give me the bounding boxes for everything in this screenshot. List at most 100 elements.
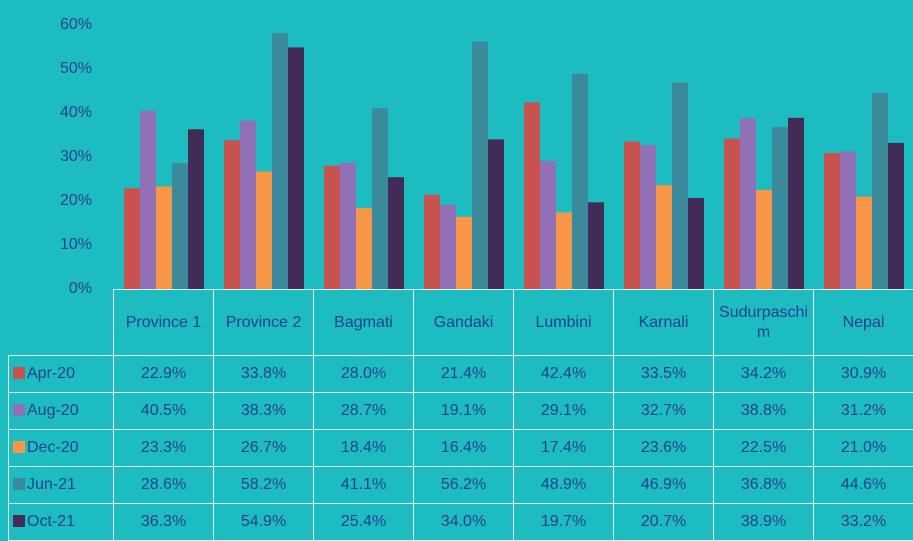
value-cell: 48.9%: [513, 466, 614, 504]
bar: [472, 41, 488, 289]
header-row: Province 1 Province 2 Bagmati Gandaki Lumbin…: [9, 289, 913, 356]
value-cell: 31.2%: [813, 392, 913, 430]
value-cell: 54.9%: [213, 503, 314, 541]
value-cell: 22.5%: [713, 429, 814, 467]
category-label: Gandaki: [433, 313, 494, 331]
value-cell: 46.9%: [613, 466, 714, 504]
value-cell: 21.0%: [813, 429, 913, 467]
value-cell: 19.7%: [513, 503, 614, 541]
bar: [356, 208, 372, 289]
value-cell: 33.5%: [613, 355, 714, 393]
value-cell: 19.1%: [413, 392, 514, 430]
table-row: Dec-20 23.3% 26.7% 18.4% 16.4% 17.4% 23.6% 22.5…: [8, 429, 913, 467]
category-label: Lumbini: [535, 313, 592, 331]
legend-label: Oct-21: [27, 513, 76, 530]
category-label: Karnali: [638, 313, 689, 331]
table-row: Jun-21 28.6% 58.2% 41.1% 56.2% 48.9% 46.9% 36.8…: [8, 466, 913, 504]
table-row: Apr-20 22.9% 33.8% 28.0% 21.4% 42.4% 33.5% 34.2…: [8, 355, 913, 393]
legend-label: Jun-21: [27, 476, 76, 493]
bar: [288, 47, 304, 289]
value-cell: 28.7%: [313, 392, 414, 430]
bar: [740, 118, 756, 289]
legend-swatch: [13, 478, 25, 490]
bar: [524, 102, 540, 289]
header-cell: Sudurpaschim: [713, 289, 814, 356]
header-cell: Province 1: [113, 289, 214, 356]
bar: [424, 194, 440, 289]
y-tick-label: 40%: [60, 104, 92, 121]
legend-label: Aug-20: [27, 402, 79, 419]
bar: [788, 117, 804, 289]
value-cell: 38.3%: [213, 392, 314, 430]
value-cell: 56.2%: [413, 466, 514, 504]
bar: [588, 202, 604, 289]
bar: [440, 204, 456, 289]
value-cell: 44.6%: [813, 466, 913, 504]
legend-swatch: [13, 441, 25, 453]
value-cell: 32.7%: [613, 392, 714, 430]
value-cell: 17.4%: [513, 429, 614, 467]
legend-swatch: [13, 367, 25, 379]
bar: [140, 110, 156, 289]
y-tick-label: 20%: [60, 192, 92, 209]
bar: [656, 185, 672, 289]
table-row: Oct-21 36.3% 54.9% 25.4% 34.0% 19.7% 20.7% 38.9…: [8, 503, 913, 541]
bar: [388, 177, 404, 289]
category-label: Sudurpaschim: [719, 303, 808, 341]
bar: [224, 140, 240, 289]
bar: [772, 127, 788, 289]
category-label: Province 1: [125, 313, 202, 331]
header-cell: Lumbini: [513, 289, 614, 356]
y-tick-label: 30%: [60, 148, 92, 165]
value-cell: 58.2%: [213, 466, 314, 504]
bar: [824, 153, 840, 289]
value-cell: 28.6%: [113, 466, 214, 504]
value-cell: 33.8%: [213, 355, 314, 393]
header-cell: Bagmati: [313, 289, 414, 356]
table-row: Aug-20 40.5% 38.3% 28.7% 19.1% 29.1% 32.7% 38.8…: [8, 392, 913, 430]
bar: [640, 145, 656, 289]
value-cell: 36.8%: [713, 466, 814, 504]
category-label: Nepal: [842, 313, 885, 331]
legend-cell: Oct-21: [8, 503, 114, 541]
value-cell: 23.3%: [113, 429, 214, 467]
value-cell: 28.0%: [313, 355, 414, 393]
legend-label: Apr-20: [27, 365, 76, 382]
value-cell: 40.5%: [113, 392, 214, 430]
bar: [372, 108, 388, 289]
bar: [240, 120, 256, 289]
y-tick-label: 10%: [60, 236, 92, 253]
y-tick-label: 0%: [69, 280, 92, 297]
value-cell: 38.8%: [713, 392, 814, 430]
bar: [340, 162, 356, 289]
bar: [624, 141, 640, 289]
bar: [456, 216, 472, 289]
value-cell: 22.9%: [113, 355, 214, 393]
bar: [556, 212, 572, 289]
bar: [172, 163, 188, 289]
value-cell: 33.2%: [813, 503, 913, 541]
value-cell: 30.9%: [813, 355, 913, 393]
legend-cell: Aug-20: [8, 392, 114, 430]
header-cell: Nepal: [813, 289, 913, 356]
value-cell: 16.4%: [413, 429, 514, 467]
value-cell: 21.4%: [413, 355, 514, 393]
bar: [572, 73, 588, 289]
value-cell: 29.1%: [513, 392, 614, 430]
bar: [888, 142, 904, 289]
legend-cell: Apr-20: [8, 355, 114, 393]
header-cell: Province 2: [213, 289, 314, 356]
value-cell: 34.0%: [413, 503, 514, 541]
header-cell: Karnali: [613, 289, 714, 356]
bar: [840, 151, 856, 289]
value-cell: 25.4%: [313, 503, 414, 541]
bar: [324, 165, 340, 289]
bar: [672, 82, 688, 289]
bar: [540, 160, 556, 289]
legend-label: Dec-20: [27, 439, 79, 456]
legend-swatch: [13, 404, 25, 416]
value-cell: 34.2%: [713, 355, 814, 393]
bar: [188, 129, 204, 289]
